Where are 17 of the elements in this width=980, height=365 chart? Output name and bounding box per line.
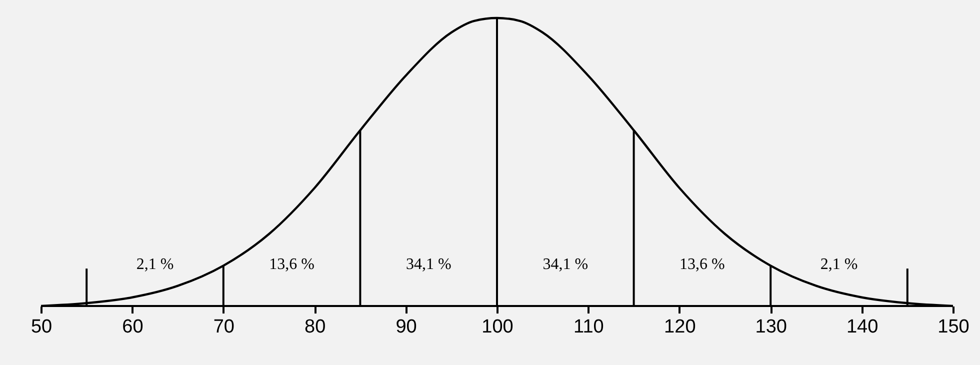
annotation: 2,1 % xyxy=(136,256,174,273)
x-tick-label: 80 xyxy=(304,316,326,338)
x-tick-label: 50 xyxy=(30,316,52,338)
annotation: 13,6 % xyxy=(269,256,314,273)
x-tick-label: 140 xyxy=(846,316,878,338)
x-tick-label: 150 xyxy=(938,316,970,338)
annotation: 34,1 % xyxy=(542,256,588,273)
annotation: 34,1 % xyxy=(406,256,452,273)
x-tick-label: 120 xyxy=(664,316,696,338)
x-tick-label: 70 xyxy=(213,316,234,338)
x-tick-label: 60 xyxy=(122,316,144,338)
x-tick-label: 130 xyxy=(755,316,787,338)
annotation: 2,1 % xyxy=(820,256,858,273)
x-tick-label: 90 xyxy=(396,316,417,338)
annotation: 13,6 % xyxy=(680,256,725,273)
x-tick-label: 100 xyxy=(482,316,514,338)
x-tick-label: 110 xyxy=(574,316,604,338)
